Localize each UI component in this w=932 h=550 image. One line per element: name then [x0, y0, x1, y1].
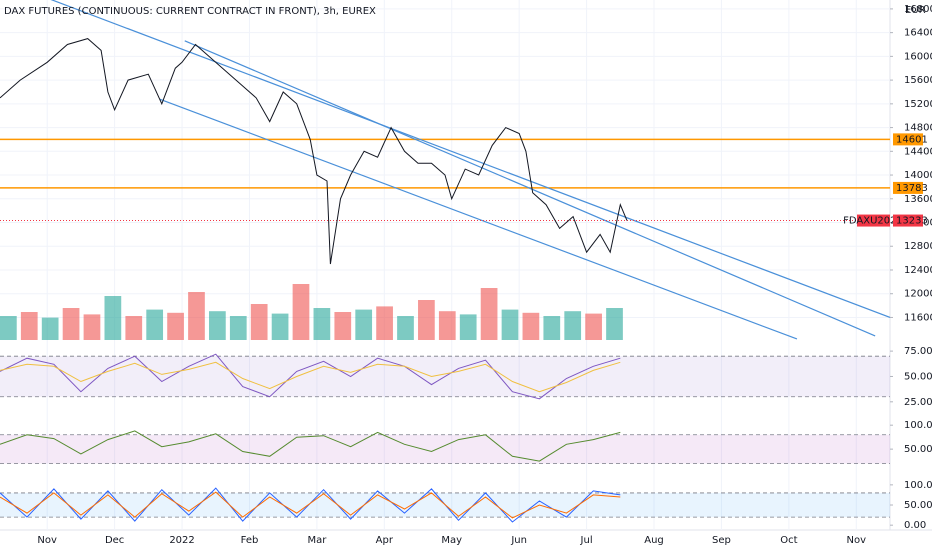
y-tick-label: 12800	[904, 241, 932, 252]
volume-bar	[41, 317, 59, 340]
y-tick-label: 14000	[904, 170, 932, 181]
volume-bar	[355, 309, 373, 340]
y-tick-label: 14400	[904, 146, 932, 157]
volume-bar	[501, 309, 519, 340]
x-tick-label: Nov	[847, 535, 867, 546]
y-tick-label: 14800	[904, 123, 932, 134]
series-line	[0, 38, 628, 265]
x-tick-label: Jun	[510, 535, 527, 546]
volume-bar	[397, 316, 414, 340]
x-tick-label: Mar	[307, 535, 327, 546]
y-tick-label: 11600	[904, 312, 932, 323]
volume-bar	[522, 312, 540, 340]
x-tick-label: Dec	[105, 535, 124, 546]
x-tick-label: Jul	[580, 535, 593, 546]
x-tick-label: Sep	[712, 535, 731, 546]
channel-line	[159, 98, 798, 340]
y-tick-label: 100.00	[904, 480, 932, 491]
x-tick-label: May	[441, 535, 462, 546]
last-price-label: 13233	[896, 216, 928, 227]
volume-bar	[271, 313, 289, 340]
y-tick-label: 50.00	[904, 500, 932, 511]
y-tick-label: 15200	[904, 99, 932, 110]
volume-bar	[20, 312, 38, 340]
y-tick-label: 50.00	[904, 444, 932, 455]
y-tick-label: 75.00	[904, 346, 932, 357]
volume-bar	[543, 316, 561, 340]
y-tick-label: 16000	[904, 51, 932, 62]
volume-bar	[585, 313, 602, 340]
y-tick-label: 16400	[904, 28, 932, 39]
volume-bar	[376, 306, 393, 340]
volume-bar	[0, 316, 17, 340]
level-label-box	[893, 181, 923, 194]
volume-bar	[104, 296, 122, 340]
x-tick-label: Oct	[780, 535, 797, 546]
x-tick-label: Nov	[37, 535, 57, 546]
volume-bar	[83, 314, 101, 340]
volume-bar	[459, 314, 477, 340]
volume-bar	[564, 311, 582, 340]
volume-bar	[167, 312, 184, 340]
y-tick-label: 16800	[904, 4, 932, 15]
chart-title: DAX FUTURES (CONTINUOUS: CURRENT CONTRAC…	[4, 6, 376, 17]
y-tick-label: 12400	[904, 265, 932, 276]
volume-bar	[334, 312, 352, 340]
x-tick-label: Apr	[376, 535, 394, 546]
volume-bar	[188, 292, 205, 340]
volume-bar	[229, 316, 247, 340]
volume-bar	[146, 309, 164, 340]
y-tick-label: 0.00	[904, 520, 926, 531]
volume-bar	[62, 308, 80, 340]
x-tick-label: 2022	[169, 535, 194, 546]
volume-bar	[606, 308, 623, 340]
volume-bar	[250, 304, 268, 340]
level-label: 14601	[896, 134, 928, 145]
y-tick-label: 25.00	[904, 397, 932, 408]
channel-line	[50, 0, 891, 319]
x-tick-label: Aug	[644, 535, 664, 546]
series-line	[0, 361, 621, 393]
volume-bar	[438, 311, 456, 340]
y-tick-label: 100.00	[904, 420, 932, 431]
volume-bar	[418, 300, 435, 340]
volume-bar	[480, 288, 498, 340]
symbol-box	[857, 214, 890, 227]
last-price-box	[893, 214, 923, 227]
y-tick-label: 50.00	[904, 371, 932, 382]
y-tick-label: 13600	[904, 194, 932, 205]
series-line	[0, 430, 621, 462]
y-tick-label: 12000	[904, 289, 932, 300]
band	[0, 434, 890, 464]
x-tick-label: Feb	[241, 535, 259, 546]
currency-label: EUR	[905, 5, 926, 16]
volume-bar	[292, 284, 310, 340]
symbol-label: FDAXU2022	[843, 216, 903, 227]
channel-line	[184, 40, 876, 337]
volume-bar	[209, 311, 226, 340]
y-tick-label: 15600	[904, 75, 932, 86]
volume-bar	[125, 316, 143, 340]
volume-bar	[313, 308, 331, 340]
series-line	[0, 491, 621, 519]
series-line	[0, 353, 621, 400]
level-label: 13783	[896, 183, 928, 194]
level-label-box	[893, 133, 923, 146]
